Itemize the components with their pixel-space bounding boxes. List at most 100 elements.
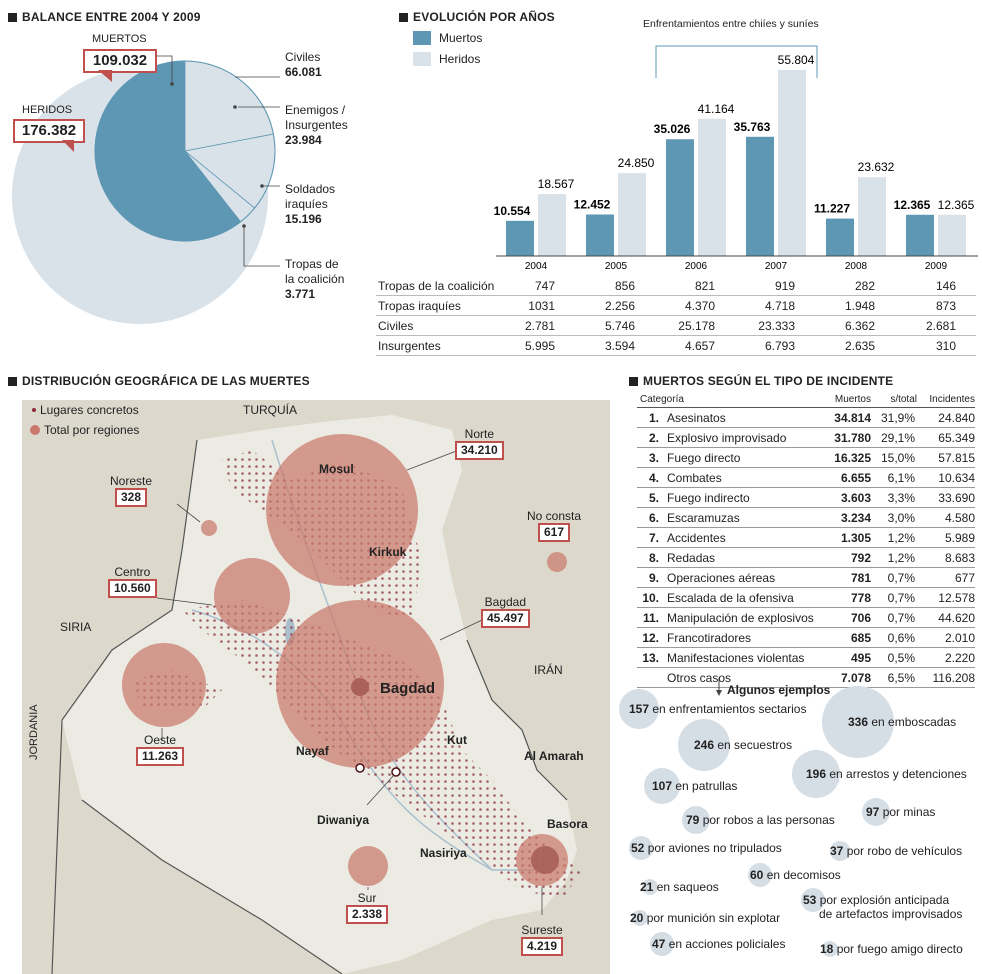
example-count: 20 bbox=[630, 911, 644, 925]
region-callout-bagdad: Bagdad 45.497 bbox=[481, 595, 530, 628]
city-bagdad: Bagdad bbox=[380, 680, 436, 697]
heridos-box: 176.382 bbox=[13, 119, 85, 143]
year-row-value: 856 bbox=[575, 276, 655, 296]
centro-pointer bbox=[156, 597, 213, 606]
example-text: por aviones no tripulados bbox=[647, 841, 782, 855]
incident-muertos: 3.234 bbox=[815, 507, 871, 528]
year-row-value: 821 bbox=[655, 276, 735, 296]
year-row-value: 3.594 bbox=[575, 335, 655, 356]
region-name: Noreste bbox=[110, 474, 153, 488]
incident-row: 9. Operaciones aéreas 781 0,7% 677 bbox=[637, 567, 975, 588]
diwaniya-pointer bbox=[366, 774, 395, 806]
bar-muertos-2004 bbox=[506, 220, 534, 256]
example-count: 79 bbox=[686, 813, 700, 827]
bar-muertos-2006 bbox=[666, 139, 694, 256]
example-text: por robo de vehículos bbox=[846, 844, 963, 858]
example-item: 53 por explosión anticipada de artefactos… bbox=[801, 888, 962, 921]
examples-arrow bbox=[716, 678, 722, 696]
incident-number: 13. bbox=[637, 647, 663, 668]
example-bubble bbox=[682, 806, 710, 834]
example-count: 60 bbox=[750, 868, 764, 882]
incident-muertos: 3.603 bbox=[815, 487, 871, 508]
incident-number: 11. bbox=[637, 607, 663, 628]
incident-stotal: 0,7% bbox=[871, 587, 917, 608]
incident-count: 10.634 bbox=[917, 467, 975, 488]
label-muertos-2006: 35.026 bbox=[654, 122, 691, 136]
example-count: 196 bbox=[806, 767, 827, 781]
city-basora: Basora bbox=[547, 817, 588, 831]
bar-muertos-2008 bbox=[826, 218, 854, 256]
region-value: 328 bbox=[115, 488, 148, 507]
year-label-2005: 2005 bbox=[605, 261, 628, 272]
examples-title: Algunos ejemplos bbox=[727, 683, 831, 697]
muertos-box: 109.032 bbox=[83, 49, 157, 73]
year-row-value: 4.657 bbox=[655, 335, 735, 356]
region-name: Sureste bbox=[521, 923, 563, 937]
example-text: en saqueos bbox=[656, 880, 719, 894]
year-label-2006: 2006 bbox=[685, 261, 708, 272]
example-item: 79 por robos a las personas bbox=[682, 806, 835, 834]
incident-count: 4.580 bbox=[917, 507, 975, 528]
incident-category: Asesinatos bbox=[663, 407, 815, 428]
muertos-pie-outline bbox=[94, 60, 276, 242]
example-count: 37 bbox=[830, 844, 844, 858]
incident-muertos: 6.655 bbox=[815, 467, 871, 488]
incident-row: 5. Fuego indirecto 3.603 3,3% 33.690 bbox=[637, 487, 975, 508]
year-table-row: Insurgentes 5.995 3.594 4.657 6.793 2.635 310 bbox=[376, 335, 976, 356]
bar-muertos-2007 bbox=[746, 136, 774, 256]
region-value: 617 bbox=[538, 523, 571, 542]
label-heridos-2007: 55.804 bbox=[778, 53, 815, 67]
noreste-pointer bbox=[176, 503, 201, 523]
city-amarah: Al Amarah bbox=[524, 749, 584, 763]
region-noconsta-circle bbox=[547, 552, 567, 572]
example-item: 246 en secuestros bbox=[678, 719, 792, 771]
example-count: 18 bbox=[820, 942, 834, 956]
incident-count: 2.220 bbox=[917, 647, 975, 668]
incident-count: 12.578 bbox=[917, 587, 975, 608]
bar-annotation: Enfrentamientos entre chiíes y suníes bbox=[643, 18, 819, 30]
year-row-value: 25.178 bbox=[655, 315, 735, 336]
bar-heridos-2005 bbox=[618, 173, 646, 256]
year-row-value: 6.362 bbox=[815, 315, 895, 336]
incident-category: Manifestaciones violentas bbox=[663, 647, 815, 668]
bar-heridos-2006 bbox=[698, 118, 726, 256]
legend-heridos-swatch bbox=[413, 52, 431, 66]
region-name: Sur bbox=[357, 891, 377, 905]
incident-row: Otros casos 7.078 6,5% 116.208 bbox=[637, 667, 975, 688]
example-bubble bbox=[830, 841, 850, 861]
label-heridos-2008: 23.632 bbox=[858, 160, 895, 174]
incident-number: 1. bbox=[637, 407, 663, 428]
region-swatch bbox=[30, 425, 40, 435]
example-bubble bbox=[678, 719, 730, 771]
region-value: 34.210 bbox=[455, 441, 504, 460]
region-callout-centro: Centro 10.560 bbox=[108, 565, 157, 598]
muertos-pointer bbox=[150, 55, 173, 84]
civiles-label: Civiles 66.081 bbox=[285, 50, 322, 79]
example-item: 21 en saqueos bbox=[640, 879, 719, 895]
example-text: por robos a las personas bbox=[702, 813, 835, 827]
city-mosul: Mosul bbox=[319, 462, 354, 476]
incident-row: 6. Escaramuzas 3.234 3,0% 4.580 bbox=[637, 507, 975, 528]
example-bubble bbox=[862, 798, 890, 826]
incident-row: 10. Escalada de la ofensiva 778 0,7% 12.578 bbox=[637, 587, 975, 608]
region-value: 45.497 bbox=[481, 609, 530, 628]
example-item: 47 en acciones policiales bbox=[650, 932, 785, 956]
incident-count: 677 bbox=[917, 567, 975, 588]
bar-heridos-2004 bbox=[538, 194, 566, 256]
incident-category: Explosivo improvisado bbox=[663, 427, 815, 448]
region-value: 10.560 bbox=[108, 579, 157, 598]
example-item: 18 por fuego amigo directo bbox=[820, 941, 963, 957]
bar-muertos-2005 bbox=[586, 214, 614, 256]
map-legend-points: Lugares concretos bbox=[32, 403, 139, 417]
example-item: 336 en emboscadas bbox=[822, 686, 956, 758]
map-legend-regions: Total por regiones bbox=[30, 423, 139, 437]
incident-count: 24.840 bbox=[917, 407, 975, 428]
incident-row: 12. Francotiradores 685 0,6% 2.010 bbox=[637, 627, 975, 648]
diwaniya-marker bbox=[391, 767, 401, 777]
example-item: 60 en decomisos bbox=[748, 863, 841, 887]
example-bubble bbox=[619, 689, 659, 729]
legend-muertos-swatch bbox=[413, 31, 431, 45]
example-count: 53 bbox=[803, 893, 817, 907]
example-count: 21 bbox=[640, 880, 654, 894]
city-nasiriya: Nasiriya bbox=[420, 846, 467, 860]
